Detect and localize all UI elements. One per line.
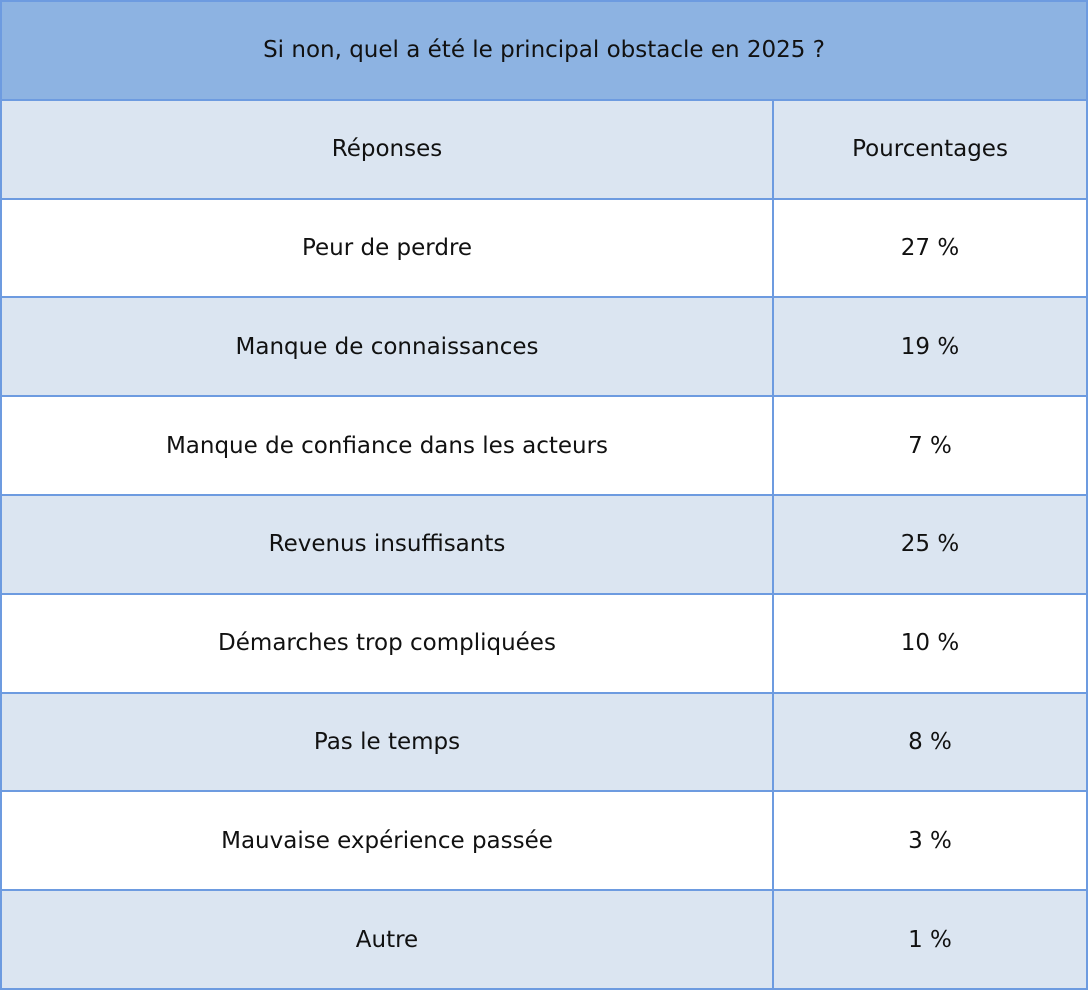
column-header: Réponses — [0, 98, 774, 200]
percentage-cell: 1 % — [772, 889, 1088, 990]
answer-cell: Peur de perdre — [0, 197, 774, 299]
table-row: Pas le temps 8 % — [0, 691, 1088, 793]
percentage-cell: 8 % — [772, 691, 1088, 793]
title-row: Si non, quel a été le principal obstacle… — [0, 0, 1088, 101]
percentage-cell: 25 % — [772, 493, 1088, 595]
column-header: Pourcentages — [772, 98, 1088, 200]
percentage-cell: 27 % — [772, 197, 1088, 299]
table-row: Mauvaise expérience passée 3 % — [0, 790, 1088, 892]
percentage-cell: 19 % — [772, 296, 1088, 398]
answer-cell: Pas le temps — [0, 691, 774, 793]
table-row: Manque de connaissances 19 % — [0, 296, 1088, 398]
table-row: Peur de perdre 27 % — [0, 197, 1088, 299]
answer-cell: Revenus insuffisants — [0, 493, 774, 595]
percentage-cell: 10 % — [772, 592, 1088, 694]
answer-cell: Manque de connaissances — [0, 296, 774, 398]
table-title: Si non, quel a été le principal obstacle… — [0, 0, 1088, 101]
answer-cell: Démarches trop compliquées — [0, 592, 774, 694]
percentage-cell: 3 % — [772, 790, 1088, 892]
answer-cell: Autre — [0, 889, 774, 990]
table-row: Revenus insuffisants 25 % — [0, 493, 1088, 595]
table-row: Démarches trop compliquées 10 % — [0, 592, 1088, 694]
table-row: Autre 1 % — [0, 889, 1088, 990]
percentage-cell: 7 % — [772, 395, 1088, 496]
answer-cell: Manque de confiance dans les acteurs — [0, 395, 774, 496]
header-row: Réponses Pourcentages — [0, 98, 1088, 200]
table-row: Manque de confiance dans les acteurs 7 % — [0, 395, 1088, 496]
answer-cell: Mauvaise expérience passée — [0, 790, 774, 892]
